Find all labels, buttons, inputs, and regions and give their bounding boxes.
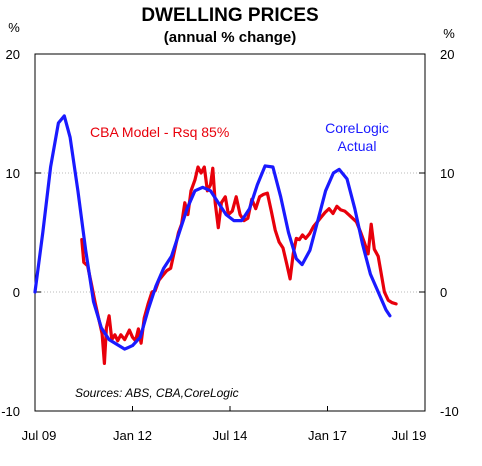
annotation-actual: Actual [338,138,377,154]
plot-frame [34,53,426,412]
left-tick-label: 0 [13,285,20,300]
x-tick-label: Jul 19 [392,428,427,443]
right-tick-label: 0 [440,285,447,300]
series-line-cba-model [80,165,398,365]
annotation-corelogic: CoreLogic [325,120,389,136]
x-tick-label: Jul 14 [213,428,248,443]
chart-title: DWELLING PRICES [141,5,318,26]
left-tick-label: 10 [6,166,20,181]
series-line-corelogic-actual [33,114,392,351]
source-note: Sources: ABS, CBA,CoreLogic [75,386,239,400]
x-tick-label: Jul 09 [22,428,57,443]
right-tick-label: 20 [440,47,454,62]
right-tick-label: -10 [440,404,459,419]
series-lines [33,114,398,365]
x-tick-label: Jan 12 [113,428,152,443]
annotation-cba-model: CBA Model - Rsq 85% [90,124,229,140]
chart-subtitle: (annual % change) [164,29,297,46]
left-tick-label: -10 [1,404,20,419]
left-axis-unit: % [8,20,20,35]
axis-ticks: -10 -10 0 0 10 10 20 20 Jul 09 Jan 12 Jul 14 Jan 17… [1,47,459,443]
grid-lines [35,172,425,293]
right-axis-unit: % [443,26,455,41]
right-tick-label: 10 [440,166,454,181]
left-tick-label: 20 [6,47,20,62]
x-tick-label: Jan 17 [308,428,347,443]
